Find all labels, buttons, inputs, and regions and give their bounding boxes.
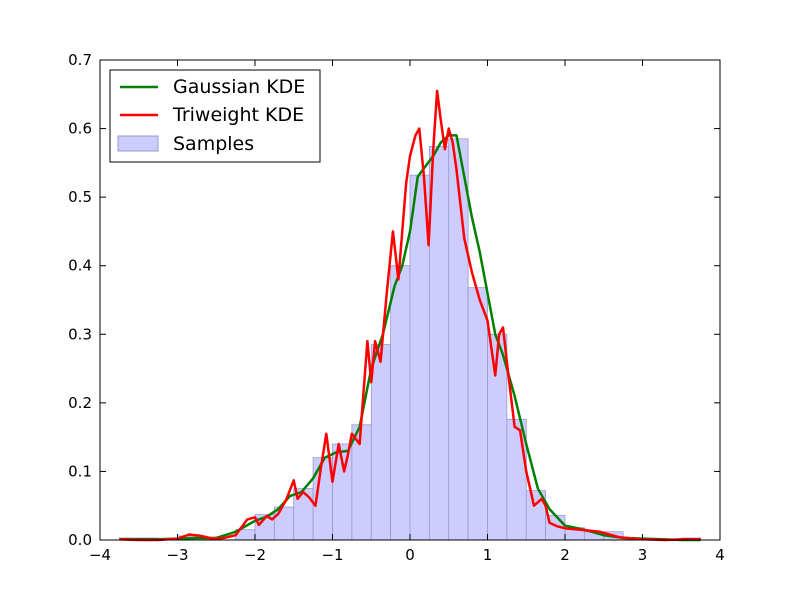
gaussian-kde-line [119,134,701,542]
legend-label-triweight: Triweight KDE [172,104,304,126]
y-tick-label: 0.2 [68,394,92,412]
x-tick-label: 1 [483,546,493,564]
histogram-bar [448,138,469,541]
histogram-bar [273,506,295,541]
axis-ticks: −4 −3 −2 −1 0 1 2 3 4 0.0 0.1 0.2 0.3 0.4 0.5 0.6 0.7 [68,51,725,564]
x-tick-label: −1 [321,546,343,564]
x-tick-label: 4 [715,546,725,564]
histogram-bar [351,424,372,541]
y-tick-label: 0.1 [68,462,92,480]
histogram-bar [506,418,527,541]
histogram-bar [428,145,450,541]
y-tick-label: 0.5 [68,188,92,206]
legend-patch-samples [117,135,159,152]
y-tick-label: 0.7 [68,51,92,69]
legend-label-samples: Samples [173,133,254,155]
triweight-kde-line [119,89,701,542]
x-tick-label: 2 [560,546,570,564]
x-tick-label: 0 [405,546,415,564]
x-tick-label: 3 [638,546,648,564]
legend-label-gaussian: Gaussian KDE [173,76,305,98]
x-tick-label: −2 [244,546,266,564]
histogram-bar [390,265,411,541]
x-tick-label: −3 [166,546,188,564]
kde-lines [119,89,701,542]
legend: Gaussian KDE Triweight KDE Samples [109,69,321,163]
y-tick-label: 0.0 [68,531,92,549]
histogram-bar [467,287,488,541]
y-tick-label: 0.6 [68,120,92,138]
y-tick-label: 0.3 [68,325,92,343]
y-tick-label: 0.4 [68,257,92,275]
histogram-bar [370,344,392,541]
x-tick-label: −4 [89,546,111,564]
